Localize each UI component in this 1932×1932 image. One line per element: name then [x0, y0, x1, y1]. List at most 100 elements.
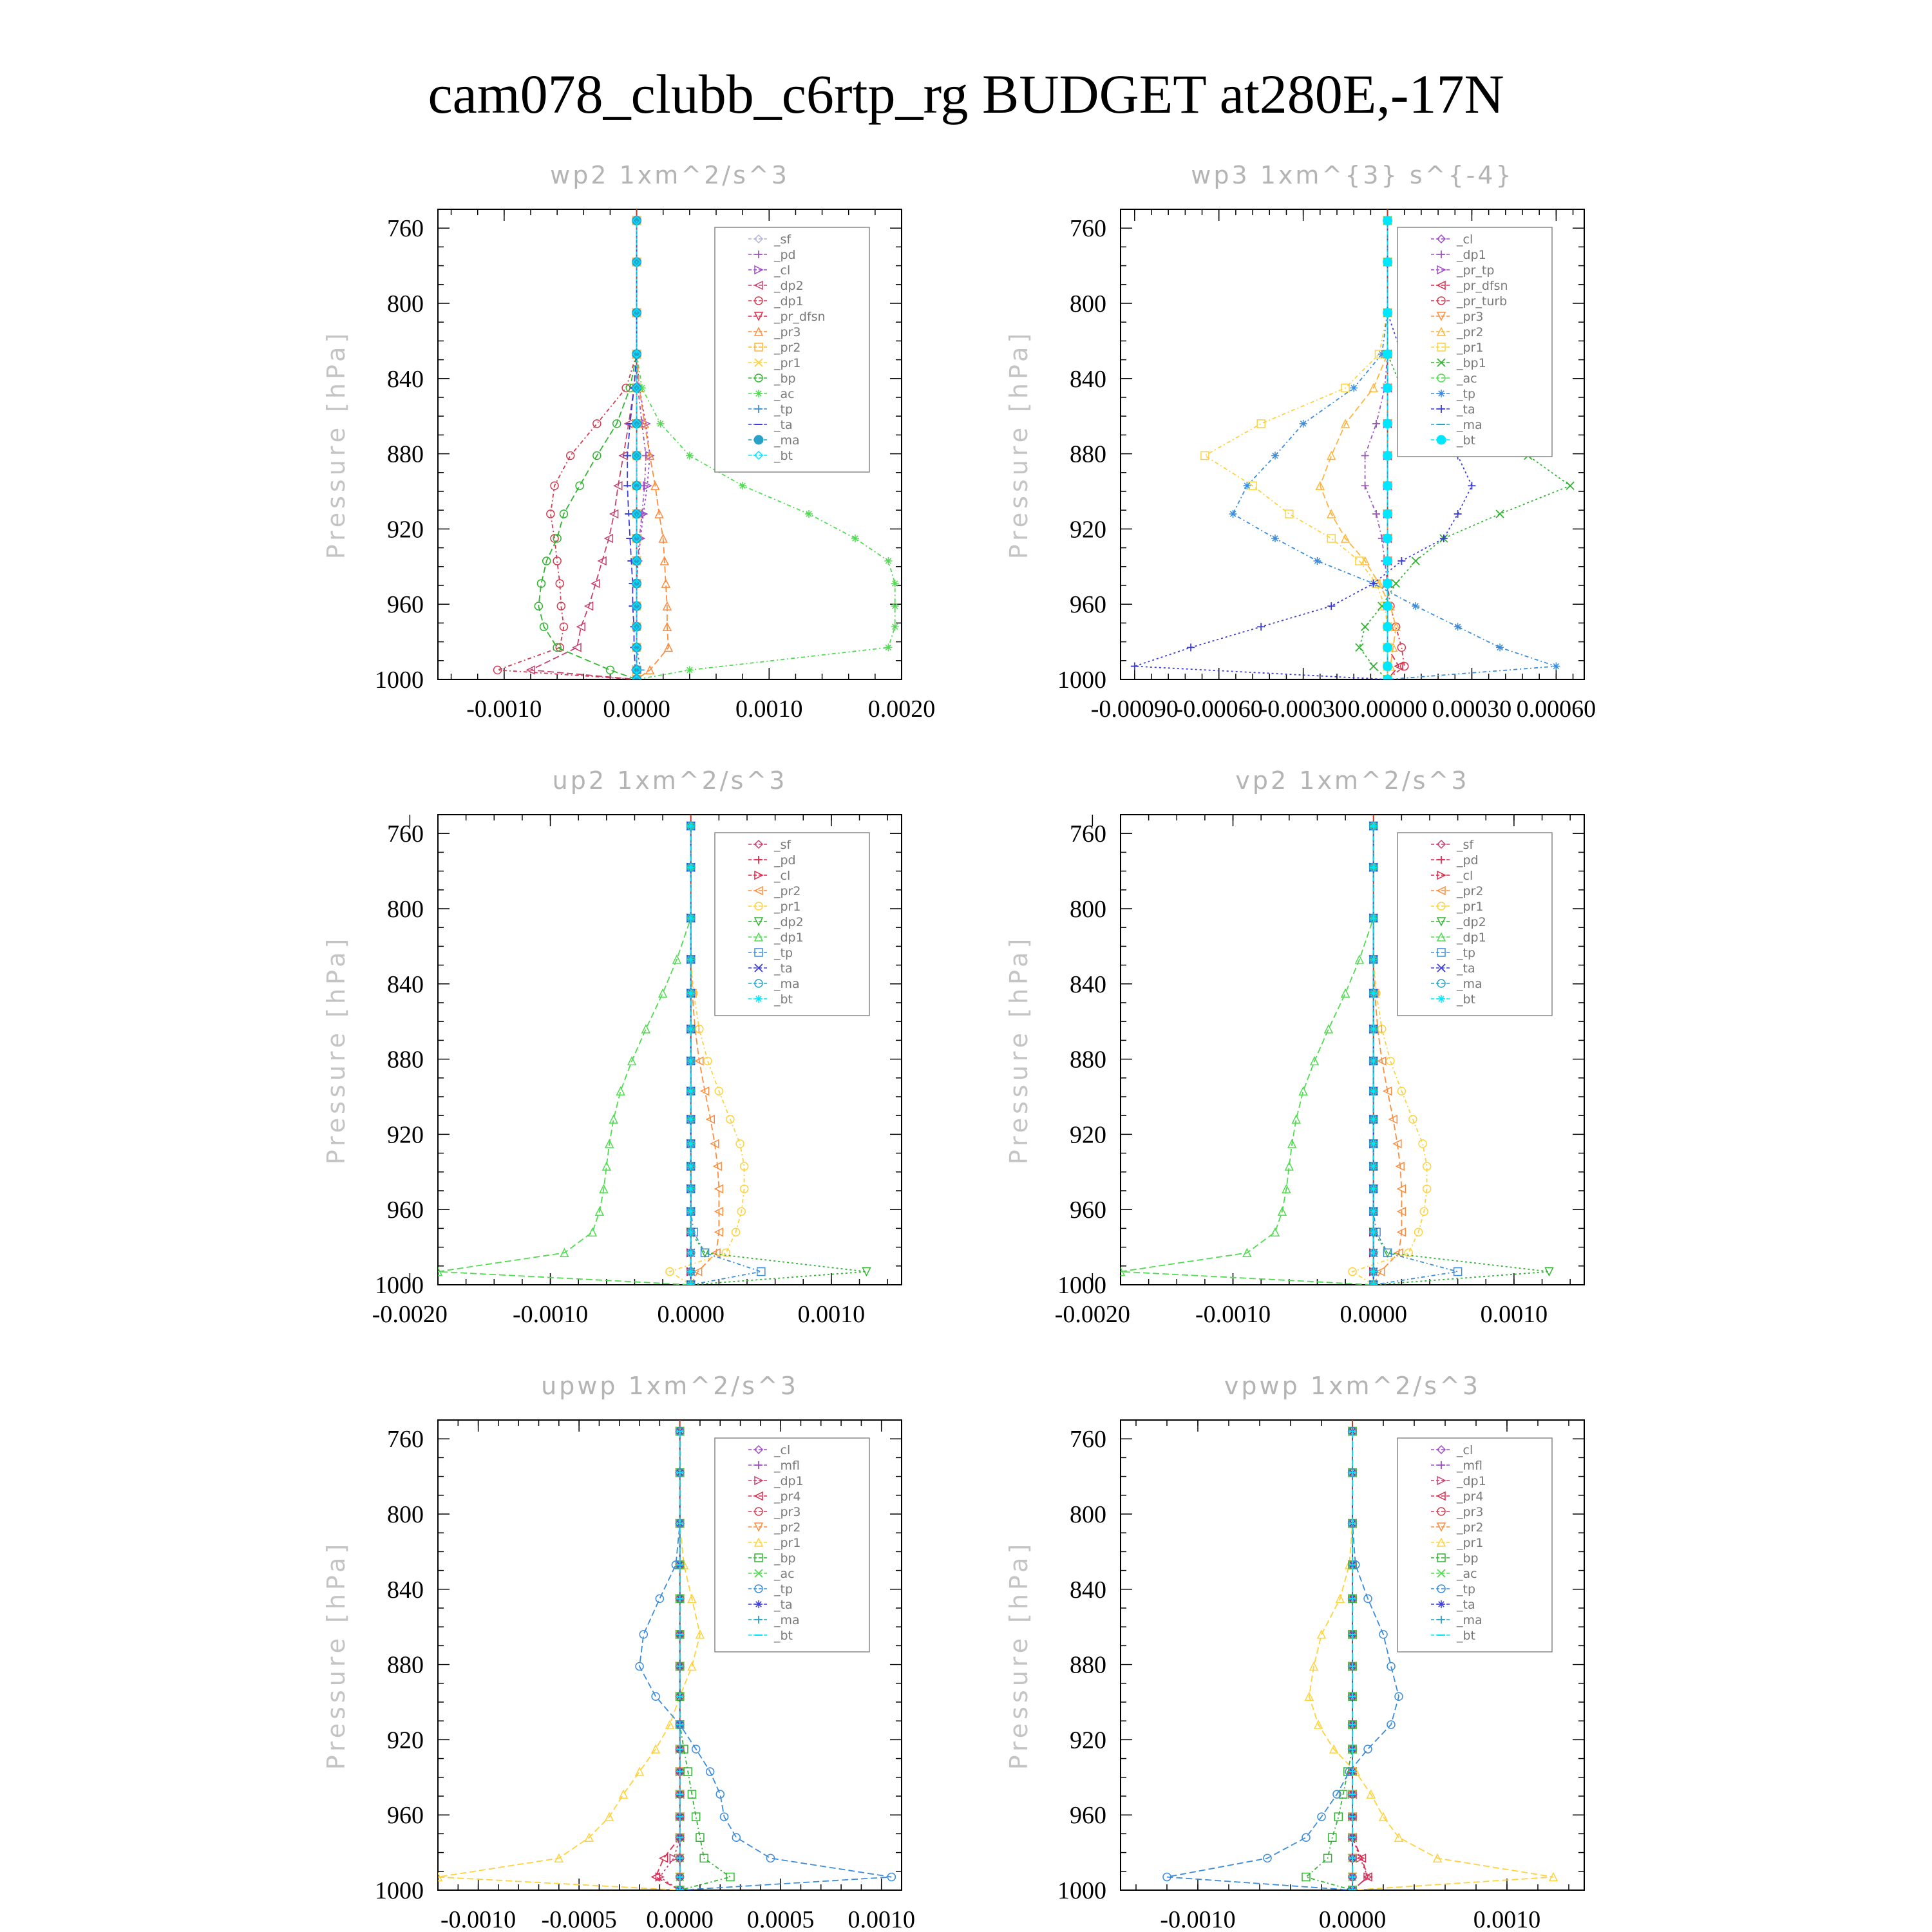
data-point-bt [632, 674, 641, 679]
data-point-dp1 [609, 1114, 618, 1124]
legend-swatch-marker [1436, 280, 1446, 290]
series-line-pr1 [668, 826, 745, 1285]
legend-label: _sf [773, 232, 791, 247]
data-point-dp1 [559, 622, 569, 631]
data-point-tp [1453, 1267, 1463, 1276]
data-point-pr1 [1327, 534, 1336, 543]
data-point-pr3 [658, 533, 668, 543]
data-point-bt [1369, 1228, 1378, 1236]
legend-label: _pr2 [773, 884, 800, 898]
legend-swatch-marker [755, 405, 762, 413]
y-tick-label: 960 [1070, 1197, 1106, 1224]
legend-label: _tp [773, 402, 793, 417]
legend-swatch-marker [753, 1491, 763, 1501]
panel-title: up2 1xm^2/s^3 [553, 766, 788, 795]
legend-swatch-marker [753, 450, 764, 460]
legend-swatch-marker [1436, 312, 1446, 321]
data-point-dp2 [1544, 1267, 1554, 1277]
legend-label: _dp1 [1456, 248, 1486, 262]
legend-swatch-marker [1436, 917, 1446, 927]
data-point-pr1 [739, 1184, 749, 1193]
y-axis-label: Pressure [hPa] [322, 1540, 350, 1770]
data-point-pr2 [1395, 1161, 1405, 1171]
data-point-pr1 [1335, 1593, 1345, 1604]
legend-label: _ta [773, 961, 793, 976]
data-point-ac [685, 666, 694, 674]
data-point-bt [1383, 661, 1393, 672]
data-point-pr2 [699, 1086, 710, 1096]
legend-label: _mfl [773, 1459, 800, 1473]
data-point-bt [1383, 533, 1393, 544]
data-point-ac [884, 643, 893, 652]
legend-swatch-marker [1436, 1537, 1446, 1547]
legend-label: _dp1 [773, 294, 804, 308]
legend-swatch-marker [1437, 1616, 1445, 1624]
data-point-bt [632, 451, 641, 460]
legend-box [1397, 1437, 1553, 1653]
data-point-pr2 [705, 1114, 715, 1124]
legend-box [714, 832, 870, 1016]
legend-swatch-marker [754, 1507, 763, 1516]
y-tick-label: 840 [1070, 366, 1106, 393]
data-point-ac [891, 623, 899, 631]
series-line-bp [538, 220, 638, 679]
legend-label: _pr_turb [1456, 294, 1507, 308]
data-point-tp [1412, 602, 1420, 611]
data-point-ta [1468, 482, 1476, 490]
legend-swatch-marker [754, 1553, 763, 1562]
legend-swatch-marker [1437, 870, 1446, 880]
series-group [1162, 1420, 1558, 1890]
series-line-pr2 [1319, 220, 1397, 679]
y-tick-label: 760 [1070, 215, 1106, 242]
legend-swatch-marker [1436, 932, 1446, 942]
data-point-bt [1369, 955, 1378, 963]
legend-swatch-marker [753, 234, 764, 244]
data-point-pr2 [1368, 383, 1378, 393]
legend-label: _ma [1456, 977, 1482, 991]
data-point-bt [1369, 1185, 1378, 1193]
data-point-bt [687, 1162, 695, 1171]
legend-label: _cl [1456, 232, 1473, 247]
legend-swatch-marker [1437, 405, 1445, 413]
legend-label: _tp [773, 1582, 793, 1596]
legend-label: _pd [1456, 853, 1479, 867]
legend-swatch-marker [1436, 1491, 1446, 1501]
data-point-ac [891, 580, 899, 588]
legend-label: _mfl [1456, 1459, 1482, 1473]
y-tick-label: 760 [1070, 820, 1106, 848]
data-point-pr1 [1404, 1248, 1414, 1258]
legend-swatch-marker [754, 902, 763, 911]
data-point-pr1 [1408, 1115, 1417, 1124]
legend-label: _tp [1456, 387, 1475, 401]
legend-label: _pd [773, 248, 796, 262]
legend-swatch-marker [1437, 265, 1446, 275]
y-tick-label: 840 [1070, 971, 1106, 998]
data-point-tp [1299, 419, 1307, 428]
panel-title: vp2 1xm^2/s^3 [1235, 766, 1469, 795]
y-tick-label: 960 [387, 591, 424, 618]
data-point-pr1 [1418, 1139, 1427, 1148]
series-line-pr4 [1352, 1431, 1369, 1890]
x-tick-label: 0.0005 [747, 1906, 815, 1932]
data-point-bt [687, 1281, 695, 1285]
data-point-pr1 [735, 1139, 744, 1148]
legend-swatch-marker [754, 374, 763, 383]
data-point-bp [726, 1872, 735, 1882]
y-tick-label: 800 [387, 1501, 424, 1528]
legend-label: _tp [1456, 946, 1475, 960]
data-point-pr4 [658, 1853, 668, 1863]
legend-swatch-marker [754, 296, 763, 305]
y-tick-label: 840 [387, 971, 424, 998]
data-point-bt [1369, 1208, 1378, 1216]
legend-swatch-marker [1437, 374, 1446, 383]
data-point-bp [1323, 1853, 1332, 1863]
legend-swatch-marker [1437, 1584, 1446, 1593]
x-tick-label: 0.0010 [1473, 1906, 1541, 1932]
series-line-pr3 [636, 220, 669, 679]
data-point-ac [805, 510, 813, 518]
x-tick-label: 0.00000 [1348, 696, 1428, 723]
data-point-ac [638, 384, 646, 392]
legend-swatch-marker [1437, 358, 1446, 367]
data-point-bt [632, 216, 641, 225]
data-point-tp [715, 1790, 725, 1799]
